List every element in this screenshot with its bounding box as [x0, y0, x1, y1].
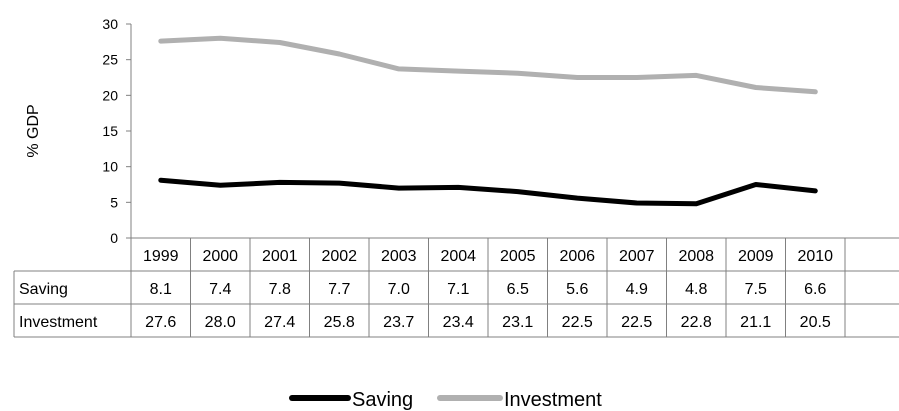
y-tick-label: 0 — [110, 230, 118, 246]
table-row-label: Saving — [19, 281, 68, 298]
table-cell: 4.9 — [626, 281, 648, 298]
y-tick-label: 5 — [110, 194, 118, 210]
legend-label-investment: Investment — [504, 389, 602, 411]
table-row-label: Investment — [19, 314, 98, 331]
table-cell: 7.8 — [269, 281, 291, 298]
table-cell: 8.1 — [150, 281, 172, 298]
y-tick-label: 20 — [102, 87, 118, 103]
x-tick-label: 2007 — [619, 248, 655, 265]
series-line-saving — [158, 177, 818, 207]
table-cell: 27.4 — [264, 314, 295, 331]
y-tick-label: 30 — [102, 16, 118, 32]
legend-label-saving: Saving — [352, 389, 413, 411]
table-cell: 20.5 — [800, 314, 831, 331]
table-cell: 6.6 — [804, 281, 826, 298]
table-cell: 7.0 — [388, 281, 410, 298]
x-tick-label: 1999 — [143, 248, 179, 265]
x-tick-label: 2003 — [381, 248, 417, 265]
table-cell: 6.5 — [507, 281, 529, 298]
table-cell: 23.7 — [383, 314, 414, 331]
table-cell: 22.8 — [681, 314, 712, 331]
table-cell: 7.5 — [745, 281, 767, 298]
x-tick-label: 2005 — [500, 248, 536, 265]
x-tick-label: 2006 — [559, 248, 595, 265]
x-tick-label: 2000 — [202, 248, 238, 265]
table-cell: 7.4 — [209, 281, 231, 298]
data-table: 1999 2000 2001 2002 2003 2004 2005 2006 2007 2008… — [13, 237, 899, 338]
axes: 0 5 10 15 20 25 30 — [102, 16, 132, 246]
y-axis-label: % GDP — [25, 104, 42, 157]
table-cell: 7.1 — [447, 281, 469, 298]
table-cell: 5.6 — [566, 281, 588, 298]
table-cell: 22.5 — [621, 314, 652, 331]
series-lines — [158, 35, 818, 207]
x-tick-label: 2008 — [678, 248, 714, 265]
table-cell: 27.6 — [145, 314, 176, 331]
x-tick-label: 2009 — [738, 248, 774, 265]
x-tick-label: 2004 — [440, 248, 476, 265]
series-line-investment — [158, 35, 818, 95]
legend: Saving Investment — [289, 389, 602, 411]
x-tick-label: 2001 — [262, 248, 298, 265]
table-cell: 23.4 — [443, 314, 474, 331]
x-tick-label: 2010 — [797, 248, 833, 265]
y-tick-label: 15 — [102, 123, 118, 139]
table-cell: 28.0 — [205, 314, 236, 331]
y-tick-label: 25 — [102, 52, 118, 68]
table-cell: 25.8 — [324, 314, 355, 331]
table-cell: 4.8 — [685, 281, 707, 298]
table-cell: 21.1 — [740, 314, 771, 331]
table-cell: 22.5 — [562, 314, 593, 331]
x-tick-label: 2002 — [321, 248, 357, 265]
table-cell: 23.1 — [502, 314, 533, 331]
table-cell: 7.7 — [328, 281, 350, 298]
y-tick-label: 10 — [102, 159, 118, 175]
